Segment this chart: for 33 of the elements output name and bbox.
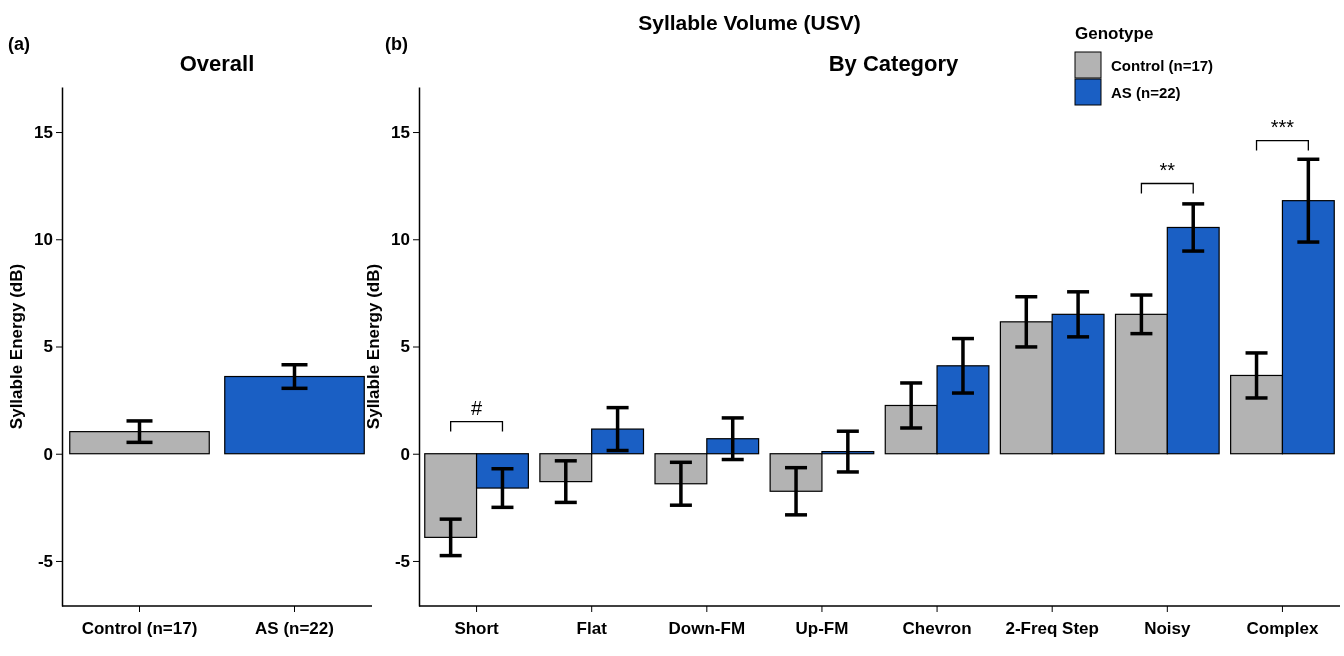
y-tick-label: 0 bbox=[400, 444, 410, 464]
x-tick-label: Control (n=17) bbox=[81, 618, 198, 638]
y-tick-label: 5 bbox=[400, 337, 410, 357]
legend-label: AS (n=22) bbox=[1111, 84, 1181, 101]
y-tick-label: -5 bbox=[394, 551, 410, 571]
x-tick-label: Flat bbox=[576, 618, 608, 638]
legend-title: Genotype bbox=[1075, 24, 1154, 43]
annotation: # bbox=[471, 396, 483, 419]
chart-title: Syllable Volume (USV) bbox=[638, 11, 861, 34]
y-tick-label: 15 bbox=[34, 122, 53, 142]
x-tick-label: 2-Freq Step bbox=[1005, 618, 1099, 638]
y-axis-title: Syllable Energy (dB) bbox=[364, 263, 383, 430]
text: (b) bbox=[385, 34, 408, 54]
x-tick-label: Down-FM bbox=[668, 618, 746, 638]
y-tick-label: 10 bbox=[34, 230, 53, 250]
x-tick-label: Short bbox=[454, 618, 500, 638]
x-tick-label: AS (n=22) bbox=[255, 618, 334, 638]
annotation: ** bbox=[1159, 158, 1176, 181]
chart-subtitle: By Category bbox=[828, 51, 960, 76]
x-tick-label: Up-FM bbox=[795, 618, 849, 638]
annotation: *** bbox=[1270, 115, 1295, 138]
y-tick-label: 10 bbox=[391, 230, 410, 250]
x-tick-label: Chevron bbox=[902, 618, 972, 638]
y-axis-title: Syllable Energy (dB) bbox=[7, 263, 26, 430]
x-tick-label: Noisy bbox=[1144, 618, 1191, 638]
y-tick-label: 0 bbox=[43, 444, 53, 464]
y-tick-label: 15 bbox=[391, 122, 410, 142]
legend-label: Control (n=17) bbox=[1111, 57, 1214, 74]
chart-title: Overall bbox=[179, 51, 255, 76]
y-tick-label: 5 bbox=[43, 337, 53, 357]
text: (a) bbox=[8, 34, 30, 54]
x-tick-label: Complex bbox=[1246, 618, 1319, 638]
y-tick-label: -5 bbox=[37, 551, 53, 571]
